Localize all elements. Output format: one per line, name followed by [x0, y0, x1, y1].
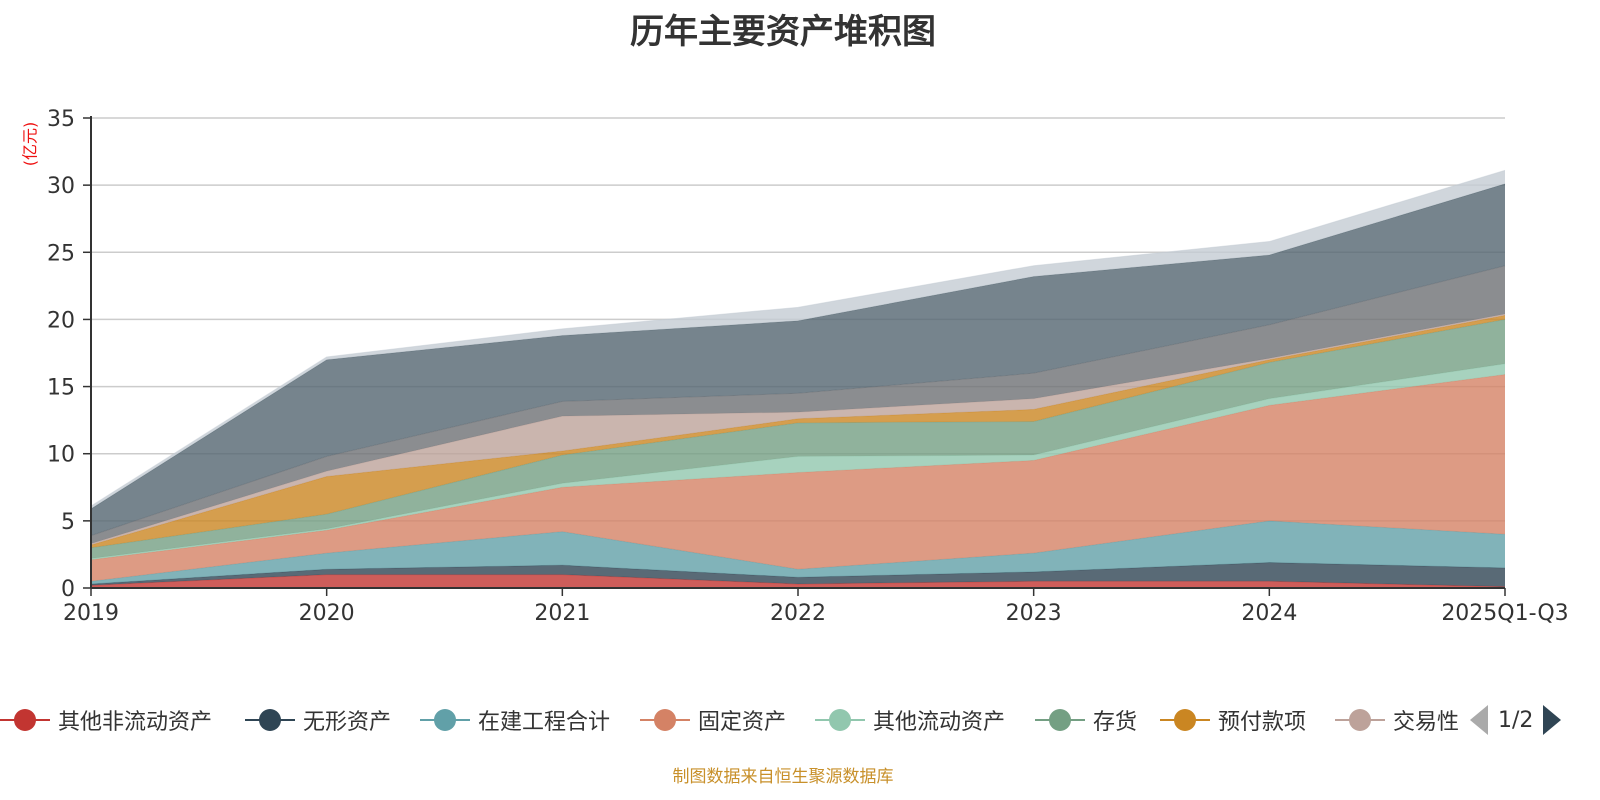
x-tick-label: 2025Q1-Q3	[1441, 601, 1568, 626]
x-tick-label: 2021	[534, 601, 590, 626]
y-tick-label: 0	[61, 577, 75, 602]
y-tick-label: 35	[47, 107, 75, 132]
legend-prev-icon[interactable]	[1470, 705, 1488, 735]
x-tick-label: 2019	[63, 601, 119, 626]
legend-next-icon[interactable]	[1543, 705, 1562, 735]
y-tick-labels: 0 5 10 15 20 25 30 35	[47, 107, 75, 602]
legend-marker-icon	[0, 703, 50, 737]
x-tick-label: 2023	[1006, 601, 1062, 626]
legend-marker-icon	[640, 703, 690, 737]
legend-marker-icon	[1160, 703, 1210, 737]
area-line-11	[90, 169, 1506, 507]
axes	[83, 116, 1506, 596]
x-tick-label: 2020	[299, 601, 355, 626]
area-2	[91, 562, 1505, 587]
legend-item[interactable]: 固定资产	[640, 703, 786, 737]
area-6	[91, 319, 1505, 559]
area-4	[91, 374, 1505, 582]
y-tick-label: 30	[47, 174, 75, 199]
legend-label: 交易性	[1393, 710, 1460, 735]
legend-marker-icon	[1035, 703, 1085, 737]
legend-label: 其他非流动资产	[58, 710, 213, 735]
y-tick-label: 5	[61, 510, 75, 535]
legend-label: 在建工程合计	[478, 710, 611, 735]
y-tick-label: 20	[47, 308, 75, 333]
legend-label: 无形资产	[303, 710, 392, 735]
legend-pager: 1/2	[1470, 703, 1562, 737]
legend-item[interactable]: 存货	[1035, 703, 1137, 737]
legend-item[interactable]: 交易性	[1335, 703, 1459, 737]
legend-label: 固定资产	[698, 710, 787, 735]
data-source-note: 制图数据来自恒生聚源数据库	[672, 767, 894, 787]
area-5	[91, 363, 1505, 560]
legend-marker-icon	[1335, 703, 1385, 737]
legend-item[interactable]: 其他流动资产	[815, 703, 1005, 737]
area-series	[90, 169, 1506, 588]
legend-item[interactable]: 预付款项	[1160, 703, 1306, 737]
area-10	[91, 183, 1505, 536]
area-3	[91, 520, 1505, 584]
legend-label: 存货	[1093, 710, 1138, 735]
legend-item[interactable]: 其他非流动资产	[0, 703, 212, 737]
x-tick-labels: 2019 2020 2021 2022 2023 2024 2025Q1-Q3	[63, 601, 1569, 626]
legend-label: 其他流动资产	[873, 710, 1006, 735]
area-7	[91, 315, 1505, 548]
x-tick-label: 2022	[770, 601, 826, 626]
legend: 其他非流动资产 无形资产 在建工程合计 固定资产 其他流动资产 存货 预付款项 交易性	[0, 703, 1600, 737]
y-tick-label: 25	[47, 241, 75, 266]
area-1	[91, 574, 1505, 588]
x-tick-label: 2024	[1241, 601, 1297, 626]
legend-label: 预付款项	[1218, 710, 1307, 735]
legend-marker-icon	[420, 703, 470, 737]
chart-title: 历年主要资产堆积图	[630, 12, 936, 52]
y-tick-label: 10	[47, 443, 75, 468]
y-tick-label: 15	[47, 376, 75, 401]
legend-item[interactable]: 在建工程合计	[420, 703, 610, 737]
area-11	[91, 170, 1505, 509]
area-9	[91, 265, 1505, 544]
legend-item[interactable]: 无形资产	[245, 703, 391, 737]
legend-marker-icon	[245, 703, 295, 737]
legend-marker-icon	[815, 703, 865, 737]
legend-page-indicator: 1/2	[1498, 707, 1534, 733]
